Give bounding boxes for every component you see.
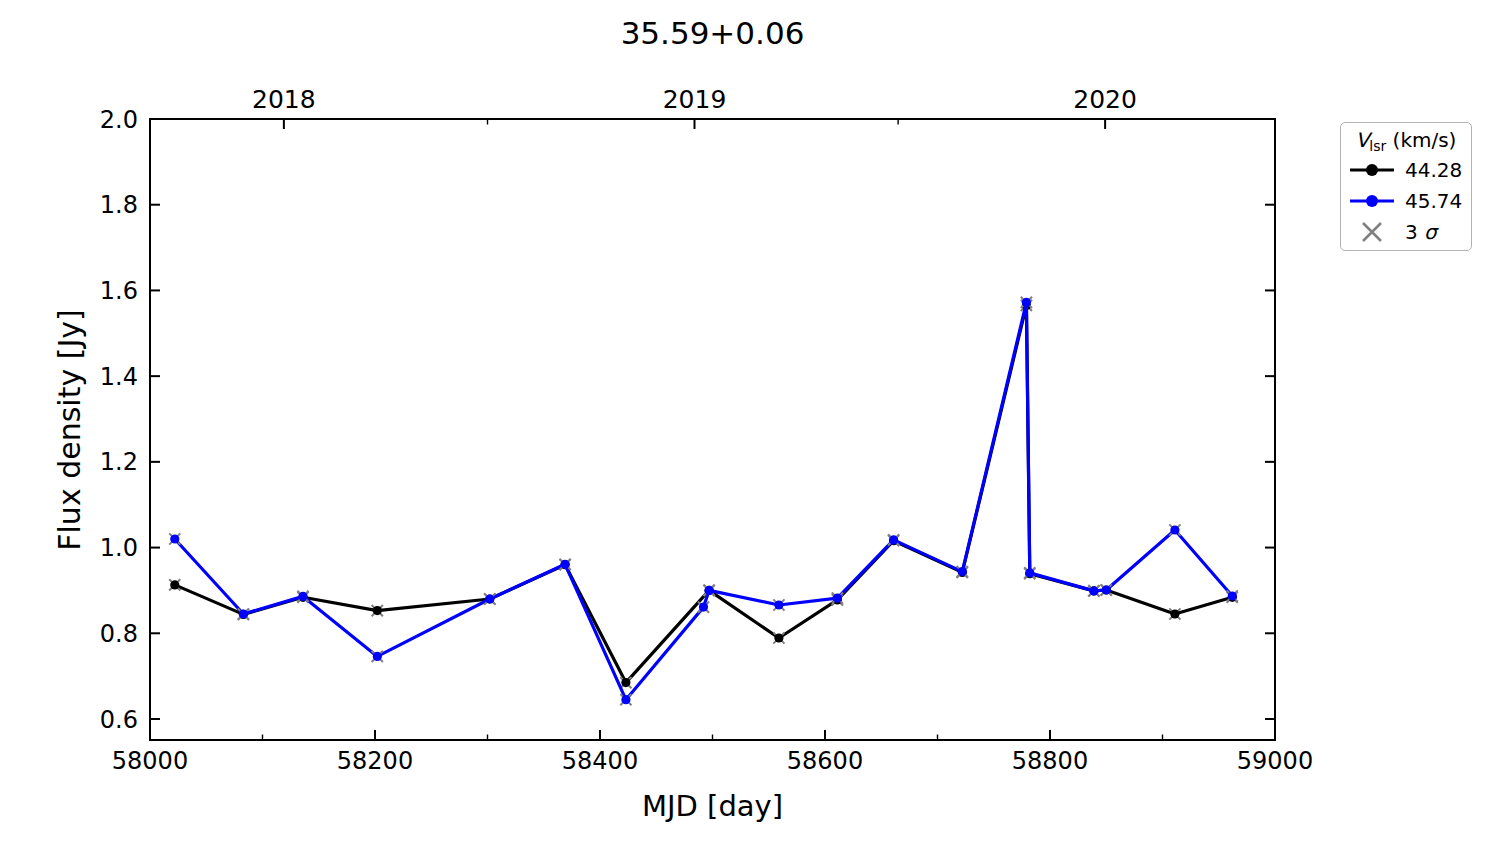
y-tick-label: 0.6 (100, 706, 138, 734)
legend-entry-3-sigma: 3 σ (1341, 216, 1471, 247)
data-point-marker (621, 678, 630, 687)
sigma-symbol: σ (1424, 220, 1437, 244)
legend-title-subscript: lsr (1369, 138, 1386, 154)
x-tick-label: 58200 (337, 747, 413, 775)
y-tick-label: 1.0 (100, 534, 138, 562)
data-point-marker (1089, 586, 1098, 595)
data-point-marker (699, 603, 708, 612)
legend-label: 45.74 (1405, 189, 1462, 213)
x-tick-label: 59000 (1237, 747, 1313, 775)
legend-title-unit: (km/s) (1386, 128, 1456, 152)
data-point-marker (833, 594, 842, 603)
data-point-marker (298, 592, 307, 601)
figure: 35.59+0.06 Flux density [Jy] MJD [day] 5… (0, 0, 1500, 844)
data-point-marker (1025, 568, 1034, 577)
data-point-marker (373, 606, 382, 615)
plot-border (150, 119, 1275, 740)
data-point-marker (561, 560, 570, 569)
data-point-marker (1170, 525, 1179, 534)
legend-entry-44-28: 44.28 (1341, 154, 1471, 185)
x-tick-label: 58800 (1012, 747, 1088, 775)
plot-area: 58000 58200 58400 58600 58800 59000 0.6 0.8 1.0 1… (0, 0, 1500, 844)
legend-label: 44.28 (1405, 158, 1462, 182)
y-tick-label: 0.8 (100, 620, 138, 648)
sigma-prefix: 3 (1405, 220, 1424, 244)
x-tick-label: 58000 (112, 747, 188, 775)
series-line-44-28 (175, 305, 1233, 682)
year-tick-label: 2018 (252, 85, 316, 114)
y-tick-label: 1.8 (100, 191, 138, 219)
legend-title-variable: V (1356, 128, 1370, 152)
line-circle-swatch-black (1349, 159, 1395, 181)
legend: Vlsr (km/s) 44.28 45.74 3 σ (1340, 122, 1472, 251)
y-tick-label: 1.4 (100, 363, 138, 391)
series-line-45-74 (175, 302, 1233, 699)
legend-entry-45-74: 45.74 (1341, 185, 1471, 216)
data-point-marker (958, 567, 967, 576)
data-point-marker (774, 633, 783, 642)
x-marker-swatch-gray (1349, 221, 1395, 243)
data-point-marker (621, 695, 630, 704)
data-point-marker (1228, 591, 1237, 600)
legend-label: 3 σ (1405, 220, 1437, 244)
x-tick-label: 58400 (562, 747, 638, 775)
y-tick-label: 2.0 (100, 106, 138, 134)
data-point-marker (170, 534, 179, 543)
y-tick-label: 1.2 (100, 448, 138, 476)
year-tick-label: 2019 (663, 85, 727, 114)
x-tick-label: 58600 (787, 747, 863, 775)
line-circle-swatch-blue (1349, 190, 1395, 212)
data-point-marker (705, 586, 714, 595)
data-point-marker (373, 652, 382, 661)
data-point-marker (485, 594, 494, 603)
year-tick-label: 2020 (1073, 85, 1137, 114)
legend-title: Vlsr (km/s) (1341, 128, 1471, 154)
data-point-marker (1022, 298, 1031, 307)
data-point-marker (774, 600, 783, 609)
y-tick-label: 1.6 (100, 277, 138, 305)
data-point-marker (170, 580, 179, 589)
data-point-marker (239, 609, 248, 618)
data-point-marker (889, 535, 898, 544)
data-point-marker (1102, 585, 1111, 594)
data-point-marker (1170, 609, 1179, 618)
